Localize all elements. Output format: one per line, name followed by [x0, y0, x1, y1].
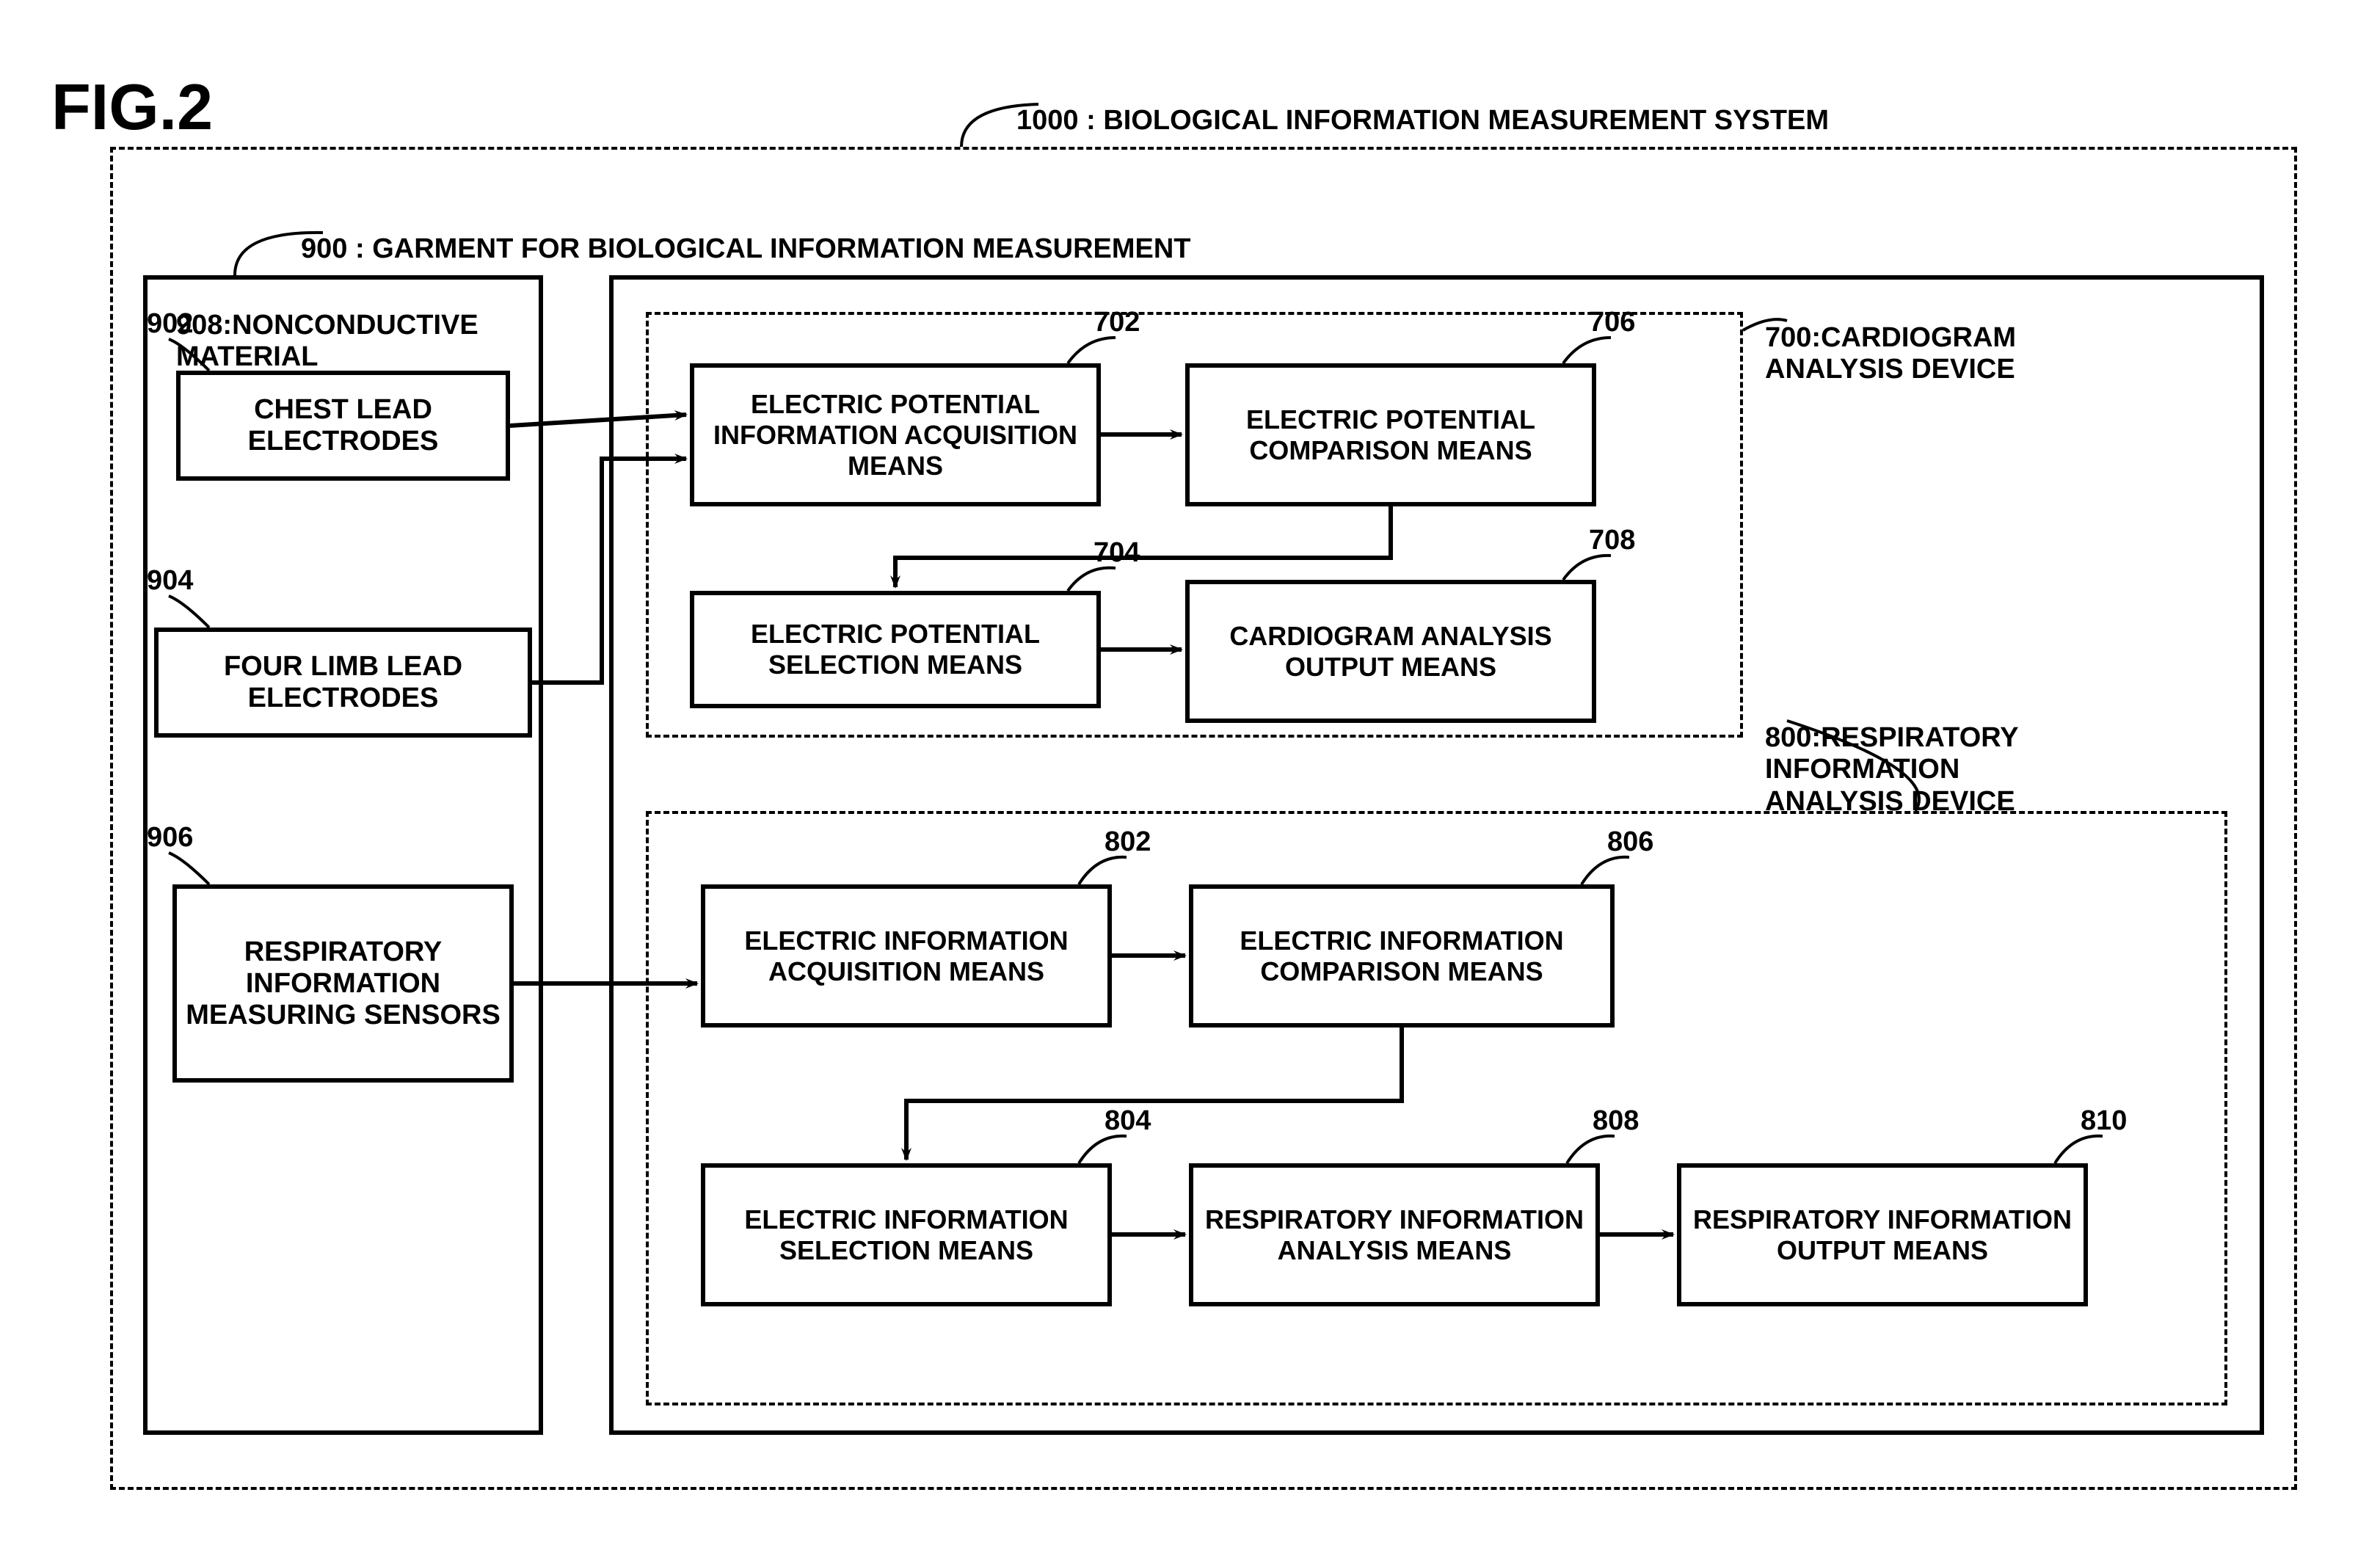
ep-acquisition-means: ELECTRIC POTENTIAL INFORMATION ACQUISITI… [690, 363, 1101, 506]
system-ref-label: 1000 : BIOLOGICAL INFORMATION MEASUREMEN… [1016, 73, 1829, 137]
chest-lead-electrodes: CHEST LEAD ELECTRODES [176, 371, 510, 481]
ref-702: 702 [1093, 307, 1140, 338]
system-ref: 1000 [1016, 105, 1079, 136]
ref-800: 800 [1765, 722, 1811, 753]
colon: : [1079, 105, 1104, 136]
ei-acquisition-means: ELECTRIC INFORMATION ACQUISITION MEANS [701, 884, 1112, 1028]
ref-806: 806 [1607, 826, 1653, 858]
ri-analysis-means: RESPIRATORY INFORMATION ANALYSIS MEANS [1189, 1163, 1600, 1306]
ref-706: 706 [1589, 307, 1635, 338]
ref-704: 704 [1093, 537, 1140, 569]
cardiogram-output-means: CARDIOGRAM ANALYSIS OUTPUT MEANS [1185, 580, 1596, 723]
ref-904: 904 [147, 565, 193, 597]
garment-ref-label: 900 : GARMENT FOR BIOLOGICAL INFORMATION… [301, 202, 1191, 265]
ei-selection-means: ELECTRIC INFORMATION SELECTION MEANS [701, 1163, 1112, 1306]
garment-ref: 900 [301, 233, 347, 264]
ref-804: 804 [1105, 1105, 1151, 1137]
ep-selection-means: ELECTRIC POTENTIAL SELECTION MEANS [690, 591, 1101, 708]
ri-output-means: RESPIRATORY INFORMATION OUTPUT MEANS [1677, 1163, 2088, 1306]
ref-708: 708 [1589, 525, 1635, 556]
nonconductive-ref-label: 908:NONCONDUCTIVE MATERIAL [176, 277, 478, 374]
diagram-root: FIG.2 1000 : BIOLOGICAL INFORMATION MEAS… [0, 0, 2380, 1553]
ei-comparison-means: ELECTRIC INFORMATION COMPARISON MEANS [1189, 884, 1615, 1028]
figure-label: FIG.2 [51, 70, 213, 145]
ref-906: 906 [147, 822, 193, 854]
respiratory-device-label: 800:RESPIRATORY INFORMATION ANALYSIS DEV… [1765, 690, 2019, 818]
system-title: BIOLOGICAL INFORMATION MEASUREMENT SYSTE… [1103, 105, 1829, 136]
ref-810: 810 [2081, 1105, 2127, 1137]
cardiogram-device-label: 700:CARDIOGRAM ANALYSIS DEVICE [1765, 290, 2016, 386]
ref-808: 808 [1593, 1105, 1639, 1137]
four-limb-lead-electrodes: FOUR LIMB LEAD ELECTRODES [154, 628, 532, 738]
ref-700: 700 [1765, 322, 1811, 353]
ref-902: 902 [147, 308, 193, 340]
garment-title: GARMENT FOR BIOLOGICAL INFORMATION MEASU… [372, 233, 1190, 264]
ref-802: 802 [1105, 826, 1151, 858]
respiratory-sensors: RESPIRATORY INFORMATION MEASURING SENSOR… [172, 884, 514, 1083]
ep-comparison-means: ELECTRIC POTENTIAL COMPARISON MEANS [1185, 363, 1596, 506]
